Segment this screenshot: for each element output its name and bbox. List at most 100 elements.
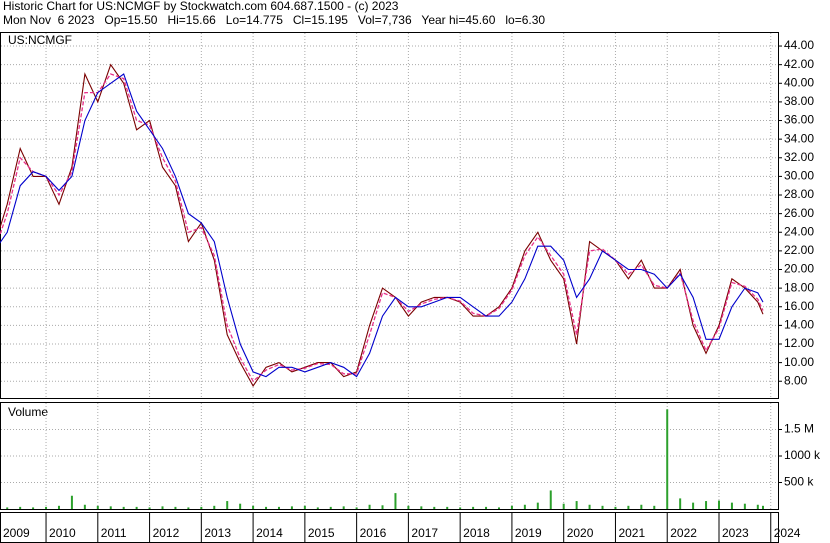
y-tick-label: 1.5 M xyxy=(784,422,814,436)
y-tick-label: 20.00 xyxy=(784,262,814,276)
price-line xyxy=(0,63,764,387)
volume-bar xyxy=(19,506,22,509)
y-tick-label: 1000 k xyxy=(784,448,821,462)
x-tick-label: 2013 xyxy=(204,526,231,540)
x-tick-label: 2017 xyxy=(411,526,438,540)
volume-bar xyxy=(692,502,695,509)
volume-bar xyxy=(122,506,125,509)
volume-bar xyxy=(57,505,60,509)
x-tick-label: 2011 xyxy=(101,526,127,540)
y-tick-label: 22.00 xyxy=(784,243,814,257)
x-tick-label: 2019 xyxy=(515,526,542,540)
x-tick-label: 2016 xyxy=(360,526,387,540)
x-tick-label: 2010 xyxy=(49,526,76,540)
volume-bar xyxy=(109,506,112,509)
volume-bar xyxy=(277,506,280,509)
volume-bar xyxy=(70,495,73,509)
volume-bar xyxy=(743,503,746,509)
symbol-label: US:NCMGF xyxy=(8,33,72,47)
volume-bar xyxy=(96,505,99,509)
y-tick-label: 36.00 xyxy=(784,113,814,127)
y-tick-label: 16.00 xyxy=(784,299,814,313)
volume-bar xyxy=(679,498,682,509)
y-tick-label: 38.00 xyxy=(784,94,814,108)
y-tick-label: 18.00 xyxy=(784,280,814,294)
volume-bar xyxy=(394,493,397,509)
x-tick-label: 2021 xyxy=(618,526,645,540)
volume-bar xyxy=(485,506,488,509)
price-line xyxy=(0,73,764,378)
volume-bar xyxy=(200,506,203,509)
volume-bar xyxy=(213,505,216,509)
volume-bar xyxy=(523,504,526,509)
volume-bar xyxy=(303,505,306,509)
volume-bar xyxy=(148,507,151,509)
volume-bar xyxy=(575,501,578,509)
volume-bar xyxy=(761,505,764,509)
y-tick-label: 26.00 xyxy=(784,206,814,220)
y-tick-label: 42.00 xyxy=(784,57,814,71)
volume-bar xyxy=(536,502,539,509)
volume-bar xyxy=(614,506,617,509)
volume-bar xyxy=(549,490,552,509)
volume-bar xyxy=(459,507,462,509)
x-tick-label: 2015 xyxy=(308,526,335,540)
volume-bar xyxy=(562,503,565,509)
volume-bar xyxy=(368,504,371,509)
volume-bar xyxy=(187,507,190,509)
x-tick-label: 2009 xyxy=(3,526,30,540)
volume-bar xyxy=(472,506,475,509)
x-tick-label: 2023 xyxy=(722,526,749,540)
header-line2: Mon Nov 6 2023 Op=15.50 Hi=15.66 Lo=14.7… xyxy=(3,13,545,27)
volume-bar xyxy=(407,505,410,509)
volume-bar xyxy=(653,505,656,509)
volume-bar xyxy=(355,507,358,509)
volume-bar xyxy=(32,507,35,509)
time-axis-panel xyxy=(0,512,779,543)
price-line xyxy=(0,73,764,383)
volume-bar xyxy=(420,506,423,509)
x-tick-label: 2024 xyxy=(774,526,801,540)
volume-bar xyxy=(627,505,630,509)
y-tick-label: 8.00 xyxy=(784,373,808,387)
x-tick-label: 2018 xyxy=(463,526,490,540)
y-tick-label: 34.00 xyxy=(784,131,814,145)
volume-bar xyxy=(666,409,669,509)
x-tick-label: 2020 xyxy=(567,526,594,540)
y-tick-label: 14.00 xyxy=(784,318,814,332)
volume-bar xyxy=(381,505,384,509)
volume-bar xyxy=(497,507,500,509)
volume-bar xyxy=(174,506,177,509)
volume-bar xyxy=(252,505,255,509)
volume-bar xyxy=(433,506,436,509)
y-tick-label: 30.00 xyxy=(784,169,814,183)
y-tick-label: 10.00 xyxy=(784,355,814,369)
x-tick-label: 2014 xyxy=(256,526,283,540)
header-line1: Historic Chart for US:NCMGF by Stockwatc… xyxy=(3,0,399,13)
x-tick-label: 2022 xyxy=(670,526,697,540)
y-tick-label: 12.00 xyxy=(784,336,814,350)
volume-bar xyxy=(135,506,138,509)
volume-bar xyxy=(161,506,164,509)
y-tick-label: 44.00 xyxy=(784,38,814,52)
volume-bar xyxy=(446,506,449,509)
volume-bar xyxy=(265,506,268,509)
y-tick-label: 500 k xyxy=(784,475,814,489)
volume-bar xyxy=(588,504,591,509)
y-tick-label: 40.00 xyxy=(784,75,814,89)
x-tick-label: 2012 xyxy=(153,526,180,540)
volume-bar xyxy=(342,506,345,509)
y-tick-label: 24.00 xyxy=(784,224,814,238)
volume-bar xyxy=(601,505,604,509)
volume-bar xyxy=(329,506,332,509)
volume-bar xyxy=(705,501,708,509)
y-tick-label: 32.00 xyxy=(784,150,814,164)
volume-bar xyxy=(239,503,242,509)
volume-bar xyxy=(717,500,720,509)
volume-bar xyxy=(45,506,48,509)
y-tick-label: 28.00 xyxy=(784,187,814,201)
volume-bar xyxy=(83,504,86,509)
volume-label: Volume xyxy=(8,405,48,419)
volume-bar xyxy=(316,507,319,509)
